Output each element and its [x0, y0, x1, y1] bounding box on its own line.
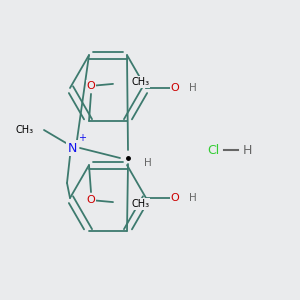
Text: +: + [78, 133, 86, 143]
Text: CH₃: CH₃ [16, 125, 34, 135]
Text: H: H [144, 158, 152, 168]
Text: H: H [189, 83, 197, 93]
Text: Cl: Cl [207, 143, 219, 157]
Text: H: H [242, 143, 252, 157]
Text: O: O [87, 195, 95, 205]
Text: H: H [189, 193, 197, 203]
Text: N: N [67, 142, 77, 154]
Text: O: O [171, 83, 179, 93]
Text: CH₃: CH₃ [131, 77, 149, 87]
Text: O: O [87, 81, 95, 91]
Text: CH₃: CH₃ [131, 199, 149, 209]
Text: O: O [171, 193, 179, 203]
